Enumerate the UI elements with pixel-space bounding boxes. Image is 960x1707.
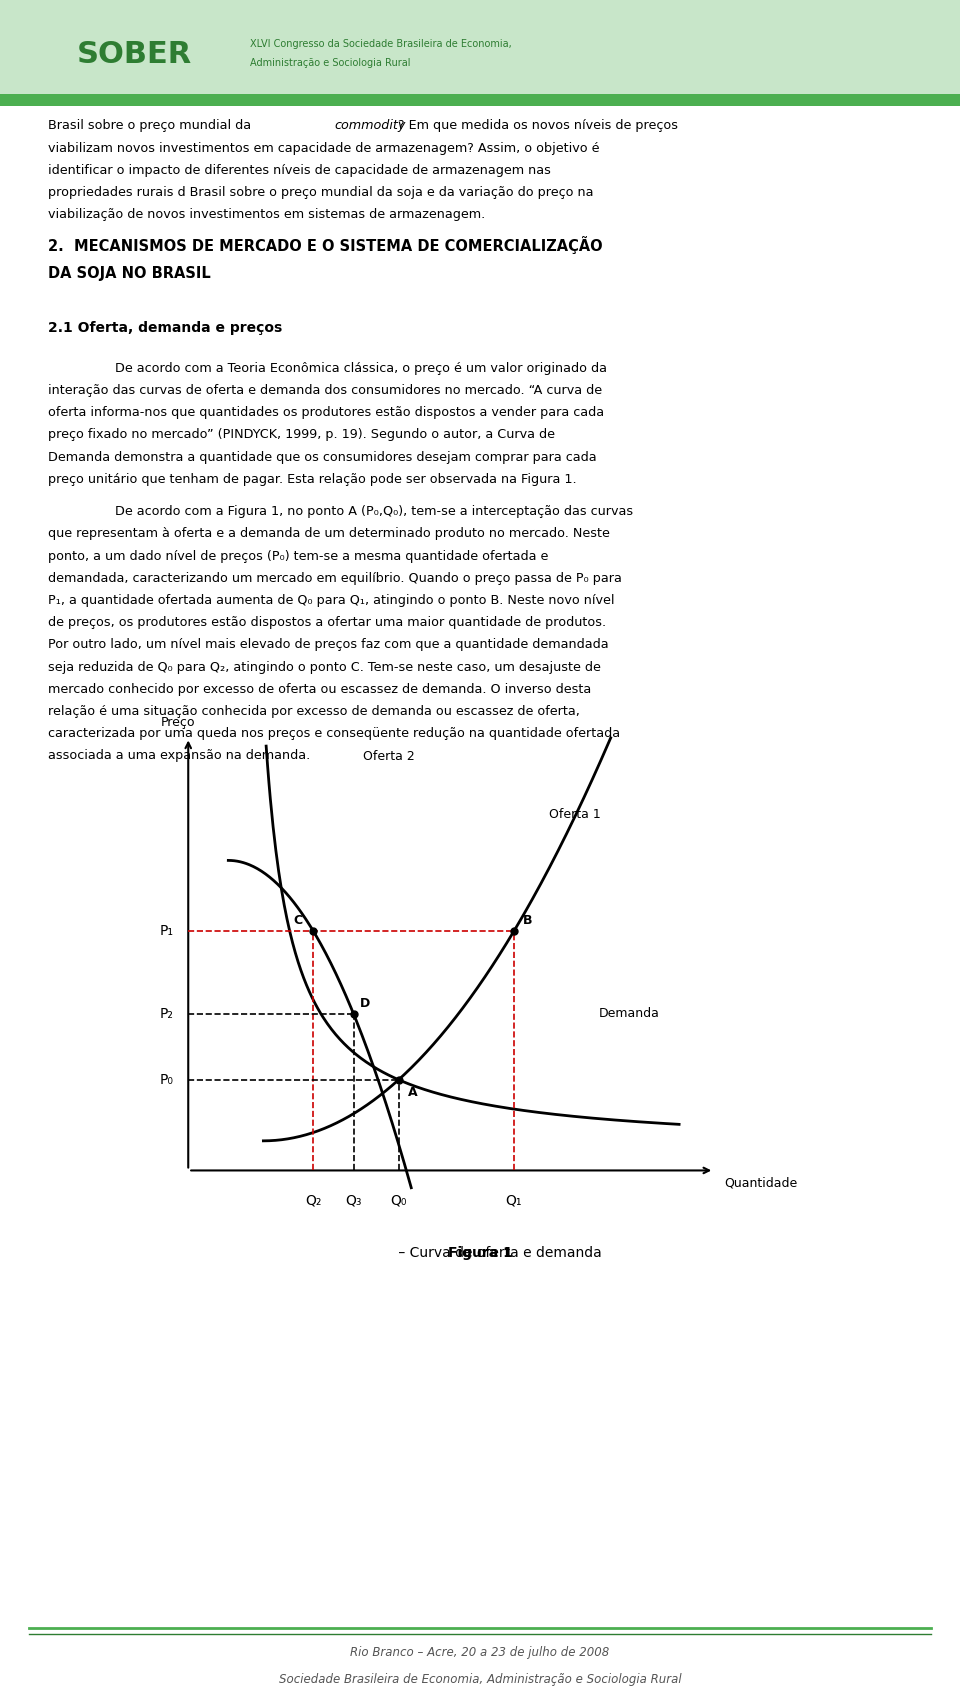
Text: Demanda demonstra a quantidade que os consumidores desejam comprar para cada: Demanda demonstra a quantidade que os co… [48,451,596,464]
Text: viabilizam novos investimentos em capacidade de armazenagem? Assim, o objetivo é: viabilizam novos investimentos em capaci… [48,142,599,155]
Text: associada a uma expansão na demanda.: associada a uma expansão na demanda. [48,749,310,763]
Text: Administração e Sociologia Rural: Administração e Sociologia Rural [250,58,410,68]
Text: mercado conhecido por excesso de oferta ou escassez de demanda. O inverso desta: mercado conhecido por excesso de oferta … [48,683,591,696]
Text: P₁, a quantidade ofertada aumenta de Q₀ para Q₁, atingindo o ponto B. Neste novo: P₁, a quantidade ofertada aumenta de Q₀ … [48,594,614,608]
Text: demandada, caracterizando um mercado em equilíbrio. Quando o preço passa de P₀ p: demandada, caracterizando um mercado em … [48,572,622,586]
Text: propriedades rurais d Brasil sobre o preço mundial da soja e da variação do preç: propriedades rurais d Brasil sobre o pre… [48,186,593,200]
Text: ? Em que medida os novos níveis de preços: ? Em que medida os novos níveis de preço… [398,119,679,133]
Text: P₂: P₂ [159,1007,173,1021]
Text: – Curva de oferta e demanda: – Curva de oferta e demanda [359,1246,601,1260]
Text: P₁: P₁ [159,923,173,939]
Text: seja reduzida de Q₀ para Q₂, atingindo o ponto C. Tem-se neste caso, um desajust: seja reduzida de Q₀ para Q₂, atingindo o… [48,661,601,674]
Text: DA SOJA NO BRASIL: DA SOJA NO BRASIL [48,266,211,282]
Text: preço unitário que tenham de pagar. Esta relação pode ser observada na Figura 1.: preço unitário que tenham de pagar. Esta… [48,473,577,486]
Text: oferta informa-nos que quantidades os produtores estão dispostos a vender para c: oferta informa-nos que quantidades os pr… [48,406,604,420]
Text: Q₁: Q₁ [506,1193,522,1207]
FancyBboxPatch shape [0,94,960,106]
Text: P₀: P₀ [159,1072,173,1087]
Text: Q₀: Q₀ [391,1193,407,1207]
Text: De acordo com a Teoria Econômica clássica, o preço é um valor originado da: De acordo com a Teoria Econômica clássic… [115,362,608,376]
Text: interação das curvas de oferta e demanda dos consumidores no mercado. “A curva d: interação das curvas de oferta e demanda… [48,384,602,398]
Text: B: B [523,915,533,927]
Text: Oferta 2: Oferta 2 [363,749,415,763]
Text: Figura 1: Figura 1 [447,1246,513,1260]
Text: 2.  MECANISMOS DE MERCADO E O SISTEMA DE COMERCIALIZAÇÃO: 2. MECANISMOS DE MERCADO E O SISTEMA DE … [48,236,603,254]
FancyBboxPatch shape [0,0,960,94]
Text: Por outro lado, um nível mais elevado de preços faz com que a quantidade demanda: Por outro lado, um nível mais elevado de… [48,638,609,652]
Text: viabilização de novos investimentos em sistemas de armazenagem.: viabilização de novos investimentos em s… [48,208,485,222]
Text: SOBER: SOBER [77,41,192,68]
Text: 2.1 Oferta, demanda e preços: 2.1 Oferta, demanda e preços [48,321,282,335]
Text: que representam à oferta e a demanda de um determinado produto no mercado. Neste: que representam à oferta e a demanda de … [48,527,610,541]
Text: caracterizada por uma queda nos preços e conseqüente redução na quantidade ofert: caracterizada por uma queda nos preços e… [48,727,620,741]
Text: Brasil sobre o preço mundial da: Brasil sobre o preço mundial da [48,119,255,133]
Text: XLVI Congresso da Sociedade Brasileira de Economia,: XLVI Congresso da Sociedade Brasileira d… [250,39,512,50]
Text: identificar o impacto de diferentes níveis de capacidade de armazenagem nas: identificar o impacto de diferentes níve… [48,164,551,178]
Text: Oferta 1: Oferta 1 [549,807,601,821]
Text: ponto, a um dado nível de preços (P₀) tem-se a mesma quantidade ofertada e: ponto, a um dado nível de preços (P₀) te… [48,550,548,563]
Text: Q₃: Q₃ [346,1193,362,1207]
Text: De acordo com a Figura 1, no ponto A (P₀,Q₀), tem-se a interceptação das curvas: De acordo com a Figura 1, no ponto A (P₀… [115,505,634,519]
Text: Rio Branco – Acre, 20 a 23 de julho de 2008: Rio Branco – Acre, 20 a 23 de julho de 2… [350,1646,610,1659]
Text: Q₂: Q₂ [305,1193,322,1207]
Text: D: D [360,997,370,1009]
Text: Demanda: Demanda [599,1007,660,1021]
Text: preço fixado no mercado” (PINDYCK, 1999, p. 19). Segundo o autor, a Curva de: preço fixado no mercado” (PINDYCK, 1999,… [48,428,555,442]
Text: Preço: Preço [161,717,196,729]
Text: Sociedade Brasileira de Economia, Administração e Sociologia Rural: Sociedade Brasileira de Economia, Admini… [278,1673,682,1687]
Text: C: C [294,915,302,927]
Text: commodity: commodity [334,119,405,133]
Text: de preços, os produtores estão dispostos a ofertar uma maior quantidade de produ: de preços, os produtores estão dispostos… [48,616,606,630]
Text: Quantidade: Quantidade [724,1176,798,1190]
Text: relação é uma situação conhecida por excesso de demanda ou escassez de oferta,: relação é uma situação conhecida por exc… [48,705,580,719]
Text: A: A [408,1086,418,1099]
